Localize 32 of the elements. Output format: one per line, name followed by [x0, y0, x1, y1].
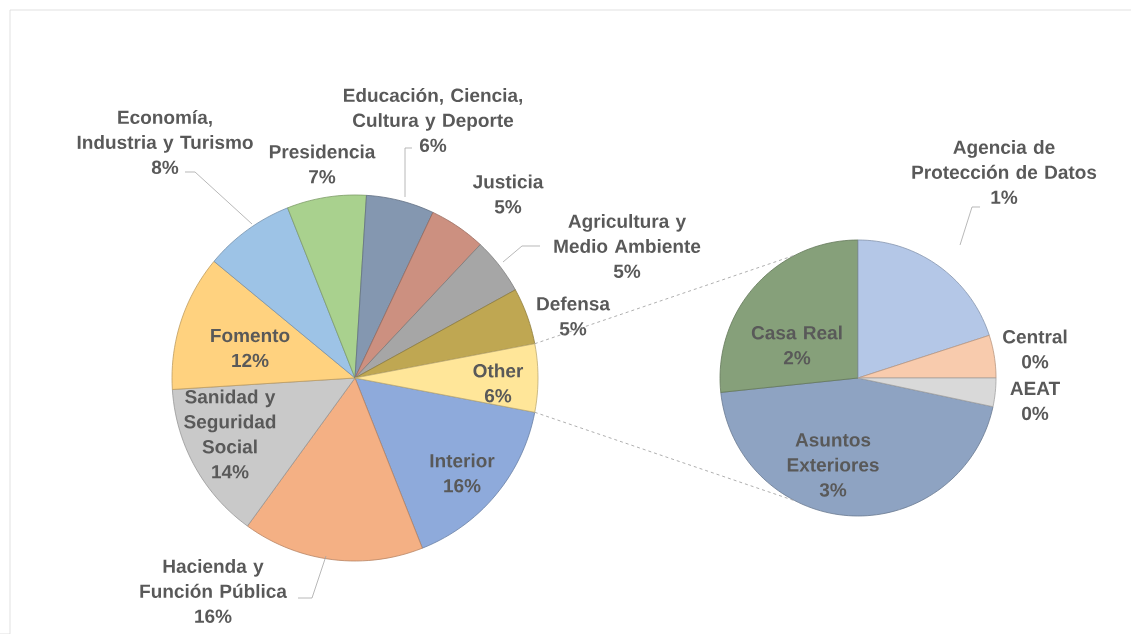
data-label: 16%	[444, 479, 481, 493]
data-label: 12%	[232, 353, 269, 368]
slice-label: Economía, Industria y Turismo	[77, 109, 253, 153]
slice-label: Presidencia	[269, 144, 376, 159]
slice-label: Educación, Ciencia, Cultura y Deporte	[344, 87, 522, 131]
data-label: 5%	[494, 200, 522, 214]
slice-label: Sanidad y Seguridad Social	[184, 389, 276, 454]
data-label: 14%	[212, 465, 249, 479]
data-label: 3%	[819, 483, 847, 497]
slice-label: Defensa	[537, 296, 611, 311]
slice-label: Fomento	[211, 328, 290, 343]
slice-label: Hacienda y Función Pública	[140, 559, 288, 598]
slice-label: Casa Real	[751, 325, 842, 340]
slice-label: AEAT	[1010, 381, 1060, 395]
data-label: 0%	[1022, 355, 1049, 369]
data-label: 5%	[613, 264, 641, 278]
data-label: 8%	[151, 160, 179, 175]
data-label: 6%	[484, 389, 512, 403]
data-label: 5%	[559, 322, 587, 336]
slice-label: Asuntos Exteriores	[787, 433, 879, 472]
slice-label: Agencia de Protección de Datos	[912, 140, 1097, 179]
data-label: 6%	[419, 138, 447, 153]
data-label: 2%	[783, 351, 811, 365]
data-label: 16%	[195, 609, 232, 623]
slice-label: Justicia	[472, 174, 544, 189]
data-label: 0%	[1022, 406, 1049, 421]
slice-label: Agricultura y Medio Ambiente	[554, 214, 701, 253]
data-label: 1%	[991, 190, 1018, 204]
slice-label: Central	[1003, 329, 1067, 344]
slice-label: Interior	[430, 453, 495, 468]
data-label: 7%	[309, 170, 336, 184]
slice-label: Other	[473, 363, 524, 378]
